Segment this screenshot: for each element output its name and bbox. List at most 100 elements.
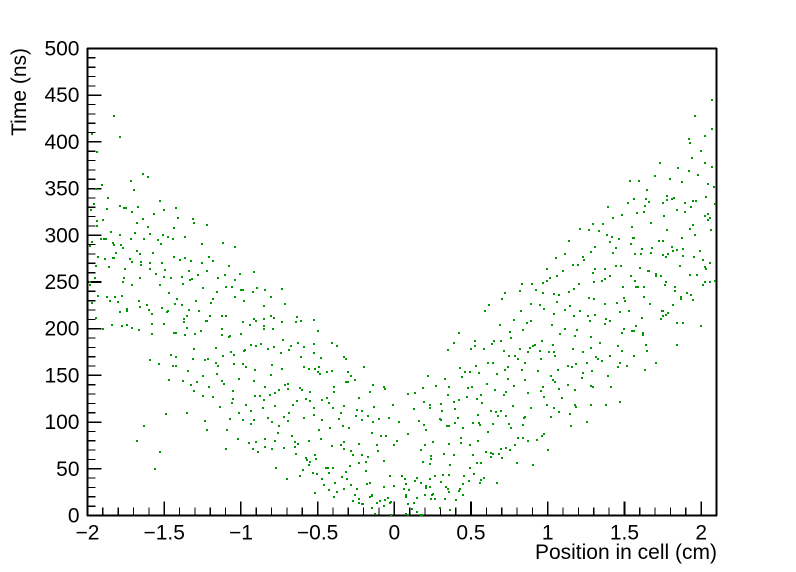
scatter-point (177, 217, 179, 219)
scatter-point (186, 327, 188, 329)
scatter-point (254, 369, 256, 371)
scatter-point (411, 508, 413, 510)
scatter-point (492, 362, 494, 364)
x-tick-label: −2 (76, 522, 100, 545)
scatter-point (273, 346, 275, 348)
scatter-point (120, 244, 122, 246)
scatter-point (593, 298, 595, 300)
scatter-point (527, 351, 529, 353)
scatter-point (534, 344, 536, 346)
scatter-point (595, 356, 597, 358)
scatter-point (558, 388, 560, 390)
scatter-point (416, 497, 418, 499)
scatter-point (429, 486, 431, 488)
scatter-point (149, 262, 151, 264)
y-tick-label: 300 (44, 224, 79, 247)
scatter-point (113, 115, 115, 117)
scatter-point (316, 473, 318, 475)
scatter-point (650, 222, 652, 224)
scatter-point (601, 280, 603, 282)
scatter-point (308, 368, 310, 370)
scatter-point (206, 429, 208, 431)
scatter-point (455, 499, 457, 501)
scatter-point (137, 206, 139, 208)
scatter-point (358, 443, 360, 445)
y-tick-label: 500 (44, 38, 79, 61)
scatter-point (155, 273, 157, 275)
scatter-point (309, 391, 311, 393)
scatter-point (270, 374, 272, 376)
scatter-point (309, 400, 311, 402)
scatter-point (645, 198, 647, 200)
scatter-point (106, 208, 108, 210)
y-tick-label: 100 (44, 411, 79, 434)
scatter-point (499, 324, 501, 326)
scatter-point (253, 271, 255, 273)
x-tick-label: 0 (388, 522, 400, 545)
scatter-point (343, 405, 345, 407)
scatter-point (345, 358, 347, 360)
scatter-point (501, 298, 503, 300)
scatter-point (480, 479, 482, 481)
scatter-point (193, 348, 195, 350)
scatter-point (264, 438, 266, 440)
scatter-point (587, 315, 589, 317)
scatter-point (140, 261, 142, 263)
scatter-point (282, 339, 284, 341)
scatter-point (590, 404, 592, 406)
scatter-point (696, 274, 698, 276)
scatter-point (710, 229, 712, 231)
scatter-point (124, 268, 126, 270)
scatter-point (468, 480, 470, 482)
scatter-point (663, 215, 665, 217)
scatter-point (564, 253, 566, 255)
scatter-point (624, 300, 626, 302)
scatter-point (630, 243, 632, 245)
scatter-point (281, 288, 283, 290)
scatter-point (333, 391, 335, 393)
scatter-point (651, 247, 653, 249)
scatter-point (509, 449, 511, 451)
scatter-point (444, 498, 446, 500)
scatter-point (635, 286, 637, 288)
scatter-point (705, 268, 707, 270)
scatter-point (457, 417, 459, 419)
scatter-point (372, 384, 374, 386)
scatter-point (239, 273, 241, 275)
scatter-point (690, 294, 692, 296)
scatter-point (702, 259, 704, 261)
scatter-point (384, 499, 386, 501)
scatter-point (122, 281, 124, 283)
scatter-point (329, 427, 331, 429)
scatter-point (89, 245, 91, 247)
scatter-point (543, 396, 545, 398)
scatter-point (173, 227, 175, 229)
scatter-point (173, 256, 175, 258)
scatter-point (384, 388, 386, 390)
scatter-point (541, 435, 543, 437)
scatter-point (676, 249, 678, 251)
scatter-point (665, 281, 667, 283)
scatter-point (371, 432, 373, 434)
scatter-point (606, 234, 608, 236)
scatter-point (572, 348, 574, 350)
x-axis-ticks (86, 501, 702, 516)
scatter-point (300, 320, 302, 322)
scatter-point (278, 425, 280, 427)
scatter-point (365, 470, 367, 472)
scatter-point (129, 258, 131, 260)
scatter-point (234, 246, 236, 248)
scatter-point (492, 423, 494, 425)
scatter-point (212, 298, 214, 300)
scatter-point (547, 449, 549, 451)
scatter-point (358, 498, 360, 500)
scatter-point (476, 398, 478, 400)
scatter-point (365, 461, 367, 463)
scatter-point (341, 476, 343, 478)
scatter-point (709, 281, 711, 283)
scatter-point (263, 328, 265, 330)
scatter-point (317, 330, 319, 332)
scatter-point (422, 387, 424, 389)
scatter-point (424, 444, 426, 446)
scatter-point (473, 473, 475, 475)
